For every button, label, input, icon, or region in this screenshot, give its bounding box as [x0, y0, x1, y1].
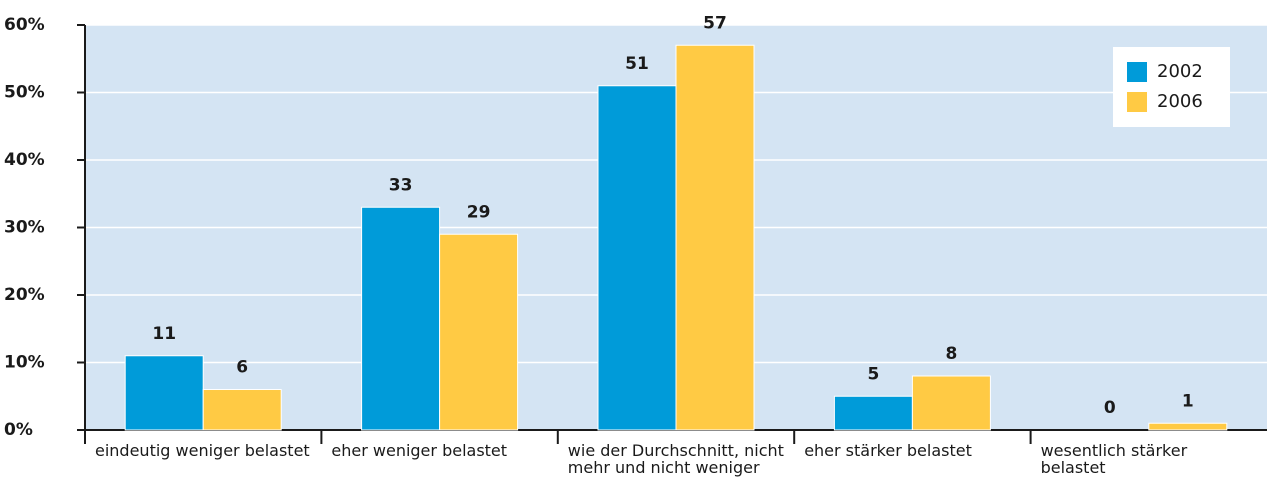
data-label: 57	[703, 13, 727, 33]
bar	[597, 85, 677, 431]
bar	[439, 233, 519, 431]
y-tick-label: 60%	[4, 15, 45, 35]
x-tick-label: eindeutig weniger belastet	[95, 441, 310, 460]
y-tick-label: 10%	[4, 353, 45, 373]
data-label: 6	[236, 358, 248, 378]
data-label: 5	[867, 364, 879, 384]
y-tick-label: 40%	[4, 150, 45, 170]
bar	[124, 355, 204, 431]
bar	[911, 375, 991, 431]
x-tick-label: eher weniger belastet	[331, 441, 508, 460]
bar	[675, 44, 755, 431]
data-label: 29	[467, 202, 491, 222]
legend-label: 2002	[1157, 61, 1203, 82]
y-tick-label: 30%	[4, 218, 45, 238]
data-label: 51	[625, 54, 649, 74]
data-label: 11	[152, 324, 176, 344]
data-label: 8	[945, 344, 957, 364]
x-tick-label: eher stärker belastet	[804, 441, 972, 460]
data-label: 1	[1182, 391, 1194, 411]
x-tick-label: wesentlich stärker belastet	[1040, 441, 1188, 477]
legend-box	[1113, 47, 1230, 127]
data-label: 33	[389, 175, 413, 195]
x-tick-label: wie der Durchschnitt, nicht mehr und nic…	[567, 441, 784, 477]
bar	[833, 395, 913, 431]
legend-label: 2006	[1157, 91, 1203, 112]
y-tick-label: 50%	[4, 83, 45, 103]
y-tick-label: 0%	[4, 420, 33, 440]
legend-swatch	[1127, 62, 1147, 82]
legend-swatch	[1127, 92, 1147, 112]
y-tick-label: 20%	[4, 285, 45, 305]
bar	[361, 206, 441, 431]
data-label: 0	[1104, 398, 1116, 418]
bar	[1148, 422, 1228, 431]
bar	[202, 389, 282, 431]
